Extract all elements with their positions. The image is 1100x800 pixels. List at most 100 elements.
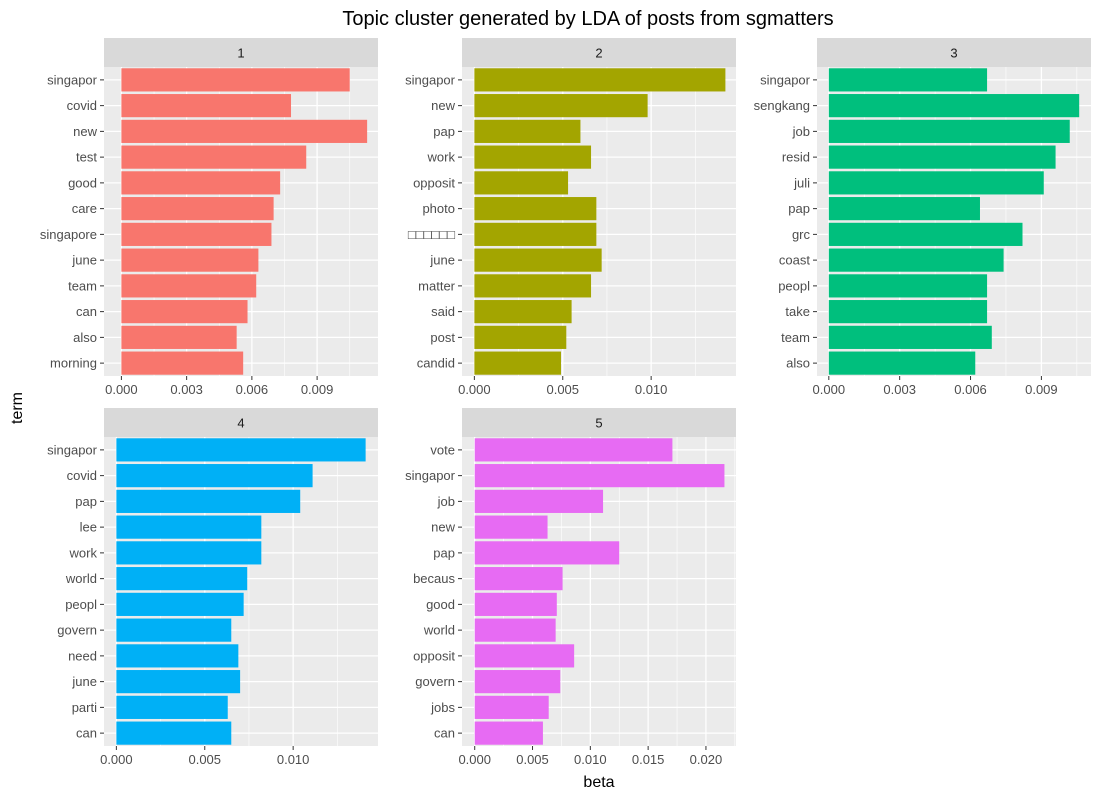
bar-team (828, 325, 992, 349)
bar-can (121, 300, 248, 324)
y-tick-label: parti (72, 700, 97, 715)
bar-can (116, 721, 232, 745)
facet-strip (462, 38, 736, 67)
bar-covid (121, 94, 292, 118)
y-tick-label: coast (779, 253, 810, 268)
bar-lee (116, 515, 262, 539)
bar-resid (828, 145, 1056, 169)
bar-jobs (474, 695, 549, 719)
y-tick-label: opposit (413, 648, 455, 663)
y-tick-label: candid (417, 356, 455, 371)
y-tick-label: june (71, 674, 97, 689)
y-tick-label: new (431, 520, 455, 535)
panel-background (462, 437, 736, 746)
y-tick-label: lee (80, 520, 97, 535)
bar-vote (474, 438, 673, 462)
bar-new (474, 515, 548, 539)
x-tick-label: 0.005 (516, 752, 549, 767)
bar-work (116, 541, 262, 565)
y-tick-label: new (431, 98, 455, 113)
bar-pap (828, 197, 980, 221)
y-tick-label: pap (433, 545, 455, 560)
y-tick-label: can (76, 726, 97, 741)
bar-govern (116, 618, 232, 642)
bar-pap (116, 489, 301, 513)
bar-singapor (121, 68, 350, 92)
bar-care (121, 197, 274, 221)
bar-team (121, 274, 257, 298)
bar-new (121, 119, 368, 143)
x-tick-label: 0.006 (236, 382, 269, 397)
bar-pap (474, 541, 620, 565)
y-tick-label: peopl (778, 278, 810, 293)
x-tick-label: 0.020 (690, 752, 723, 767)
facet-strip (104, 38, 378, 67)
bar-photo (474, 197, 597, 221)
y-tick-label: photo (422, 201, 455, 216)
y-tick-label: singapore (40, 227, 97, 242)
bar-peopl (828, 274, 988, 298)
bar-singapor (116, 438, 366, 462)
x-tick-label: 0.003 (883, 382, 916, 397)
x-tick-label: 0.000 (458, 752, 491, 767)
x-tick-label: 0.005 (188, 752, 221, 767)
bar-also (121, 325, 237, 349)
bar-good (121, 171, 281, 195)
panel-background (462, 67, 736, 376)
bar-singapor (828, 68, 988, 92)
facet-strip-label: 2 (595, 46, 602, 61)
y-tick-label: pap (433, 124, 455, 139)
bar-sengkang (828, 94, 1080, 118)
facet-panels: 1 singapor covid new test good care singapore ju… (40, 38, 1091, 767)
y-tick-label: also (73, 330, 97, 345)
bar-can (474, 721, 543, 745)
bar-take (828, 300, 988, 324)
bar-morning (121, 351, 244, 375)
y-tick-label: morning (50, 356, 97, 371)
y-axis-title: term (9, 392, 26, 424)
y-tick-label: world (423, 623, 455, 638)
bar-new (474, 94, 648, 118)
bar-singapor (474, 464, 725, 488)
x-tick-label: 0.009 (301, 382, 334, 397)
bar-opposit (474, 171, 569, 195)
x-tick-label: 0.010 (574, 752, 607, 767)
x-tick-label: 0.000 (100, 752, 133, 767)
y-tick-label: test (76, 150, 97, 165)
bar-becaus (474, 567, 563, 591)
bar-post (474, 325, 567, 349)
y-tick-label: june (71, 253, 97, 268)
x-tick-label: 0.006 (954, 382, 987, 397)
facet-3: 3 singapor sengkang job resid juli pap grc coast… (754, 38, 1091, 397)
x-tick-label: 0.000 (458, 382, 491, 397)
y-tick-label: post (430, 330, 455, 345)
bar-need (116, 644, 239, 668)
y-tick-label: singapor (405, 468, 456, 483)
y-tick-label: work (427, 150, 456, 165)
bar-test (121, 145, 307, 169)
y-tick-label: resid (782, 150, 810, 165)
y-tick-label: can (434, 726, 455, 741)
facet-strip-label: 3 (950, 46, 957, 61)
bar-peopl (116, 592, 244, 616)
y-tick-label: singapor (760, 72, 811, 87)
y-tick-label: new (73, 124, 97, 139)
y-tick-label: work (69, 545, 98, 560)
y-tick-label: sengkang (754, 98, 810, 113)
y-tick-label: team (781, 330, 810, 345)
x-tick-label: 0.003 (170, 382, 203, 397)
y-tick-label: good (68, 175, 97, 190)
y-tick-label: singapor (47, 442, 98, 457)
bar-govern (474, 670, 561, 694)
bar-pap (474, 119, 581, 143)
bar-juli (828, 171, 1044, 195)
bar-june (116, 670, 241, 694)
y-tick-label: becaus (413, 571, 455, 586)
bar-matter (474, 274, 592, 298)
y-tick-label: can (76, 304, 97, 319)
facet-2: 2 singapor new pap work opposit photo □□□□□□ jun… (405, 38, 736, 397)
x-tick-label: 0.000 (813, 382, 846, 397)
bar-covid (116, 464, 313, 488)
bar-job (474, 489, 604, 513)
